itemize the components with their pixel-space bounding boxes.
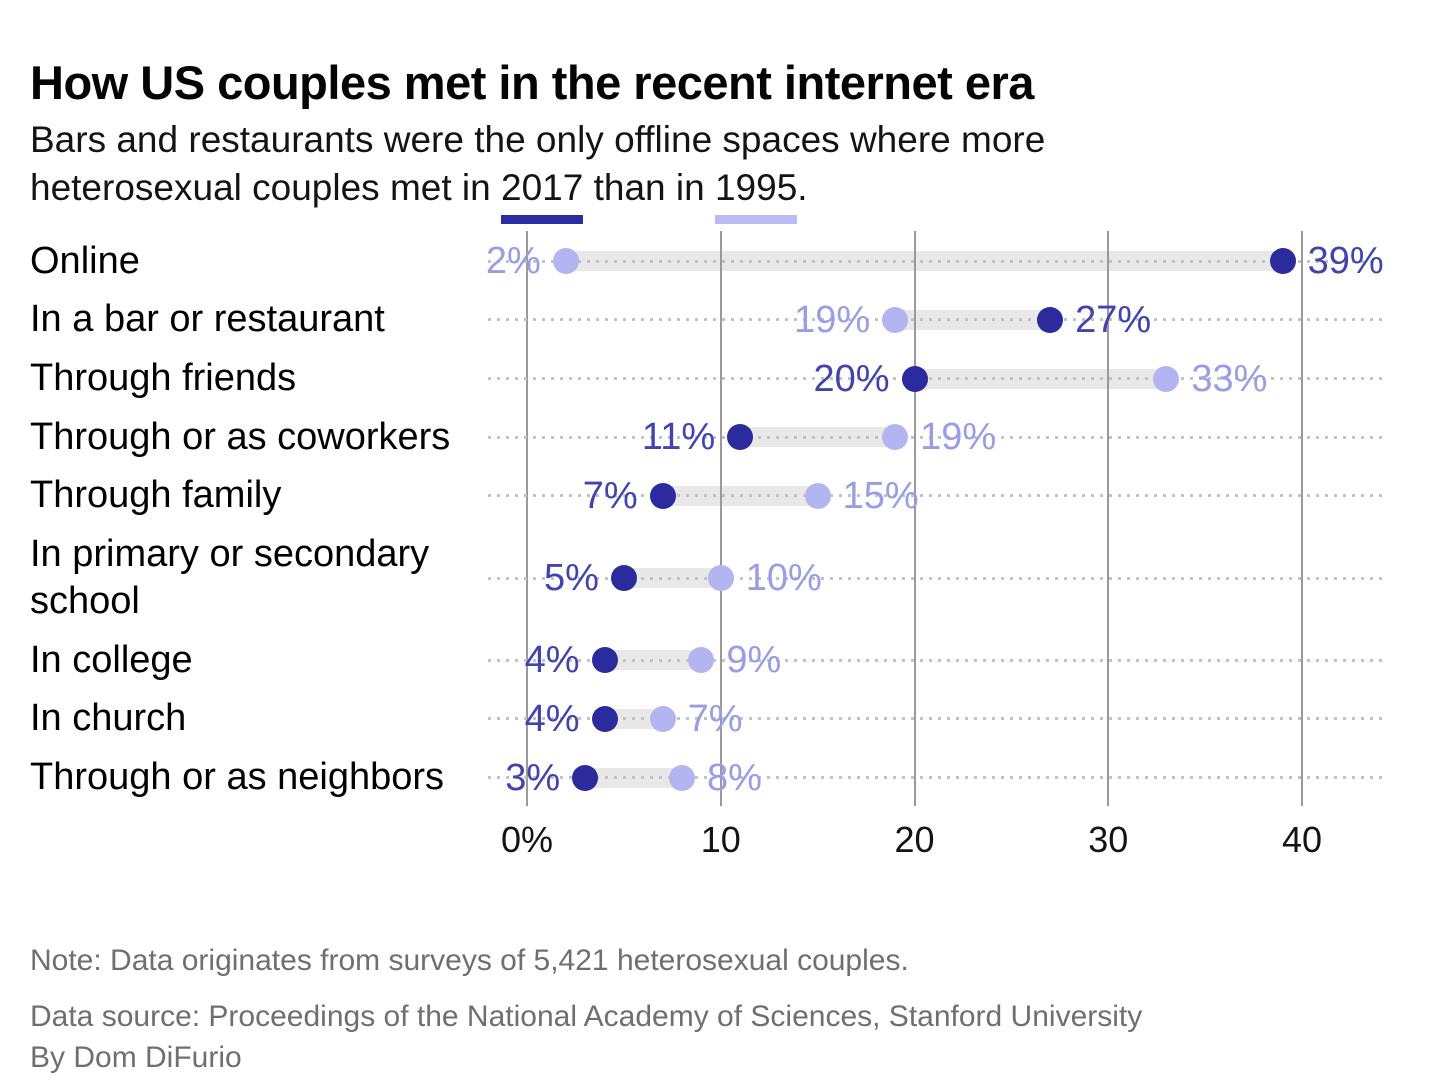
- category-label: Through or as neighbors: [30, 755, 445, 798]
- value-label-1995: 7%: [687, 697, 743, 740]
- row-leader-line: [488, 377, 1383, 380]
- value-label-2017: 27%: [1075, 298, 1152, 341]
- gridline-40: [1301, 231, 1303, 806]
- x-tick-label: 40: [1281, 819, 1323, 860]
- value-label-2017: 11%: [641, 416, 716, 459]
- value-label-1995: 10%: [745, 557, 822, 599]
- value-label-2017: 4%: [524, 697, 580, 740]
- row-leader-line: [488, 576, 1383, 580]
- gridline-20: [913, 231, 916, 806]
- row-leader-line: [488, 435, 1383, 439]
- x-tick-label: 10: [700, 819, 741, 860]
- chart-note: Note: Data originates from surveys of 5,…: [30, 944, 909, 977]
- category-label: In a bar or restaurant: [30, 298, 385, 341]
- subtitle-line2-post: .: [797, 167, 808, 208]
- value-label-1995: 15%: [842, 474, 919, 517]
- dot-1995: [552, 248, 579, 275]
- category-label: In primary or secondary school: [30, 533, 430, 622]
- category-label: Through family: [30, 474, 282, 517]
- row-leader-line: [488, 318, 1383, 322]
- row-leader-line: [488, 658, 1383, 662]
- subtitle-line2: heterosexual couples met in 2017 than in…: [30, 167, 808, 224]
- dot-2017: [1269, 248, 1296, 275]
- subtitle-line2-mid: than in: [583, 167, 715, 208]
- row-leader-line: [488, 717, 1383, 721]
- dot-1995: [669, 764, 695, 791]
- value-label-2017: 20%: [813, 357, 890, 400]
- category-label: Online: [30, 239, 140, 282]
- category-label: In college: [30, 638, 193, 681]
- dot-1995: [1153, 365, 1180, 392]
- value-label-1995: 19%: [794, 298, 871, 341]
- dot-2017: [727, 424, 754, 451]
- category-label: Through or as coworkers: [30, 415, 451, 458]
- row-leader-line: [488, 494, 1383, 498]
- dot-1995: [804, 482, 831, 509]
- legend-1995-underline: 1995: [714, 167, 798, 224]
- legend-2017-underline: 2017: [501, 167, 584, 224]
- data-source-line: Data source: Proceedings of the National…: [30, 1000, 1143, 1033]
- chart-source: Data source: Proceedings of the National…: [30, 996, 1410, 1078]
- gridline-0: [526, 231, 528, 806]
- value-label-1995: 9%: [726, 639, 782, 682]
- chart-subtitle: Bars and restaurants were the only offli…: [30, 116, 1420, 224]
- x-tick-label: 30: [1088, 819, 1129, 860]
- value-label-2017: 4%: [524, 639, 580, 682]
- dot-1995: [649, 705, 676, 732]
- subtitle-line1: Bars and restaurants were the only offli…: [30, 119, 1046, 160]
- x-tick-label: 20: [894, 819, 935, 860]
- dot-1995: [882, 424, 909, 451]
- chart-title: How US couples met in the recent interne…: [30, 56, 1034, 110]
- value-label-1995: 33%: [1191, 357, 1268, 400]
- value-label-2017: 5%: [543, 557, 599, 599]
- row-leader-line: [488, 776, 1383, 779]
- value-label-2017: 3%: [505, 756, 561, 799]
- gridline-30: [1107, 231, 1110, 806]
- dot-2017: [1037, 306, 1064, 333]
- value-label-1995: 19%: [920, 416, 997, 459]
- category-label: Through friends: [30, 356, 297, 399]
- dot-2017: [901, 365, 928, 392]
- dot-2017: [649, 482, 676, 509]
- value-label-2017: 7%: [582, 474, 638, 517]
- row-leader-line: [488, 259, 1383, 263]
- dot-2017: [610, 565, 637, 591]
- value-label-1995: 8%: [707, 756, 762, 799]
- x-tick-label: 0%: [500, 819, 554, 860]
- byline: By Dom DiFurio: [30, 1041, 242, 1074]
- dot-1995: [688, 647, 715, 674]
- value-label-1995: 2%: [485, 240, 541, 283]
- gridline-10: [719, 231, 722, 806]
- dot-1995: [882, 306, 909, 333]
- subtitle-line2-pre: heterosexual couples met in: [30, 167, 501, 208]
- dot-1995: [707, 565, 734, 591]
- category-label: In church: [30, 697, 187, 740]
- dot-2017: [591, 647, 618, 674]
- value-label-2017: 39%: [1307, 240, 1384, 283]
- dot-2017: [572, 764, 599, 791]
- dot-2017: [591, 705, 618, 732]
